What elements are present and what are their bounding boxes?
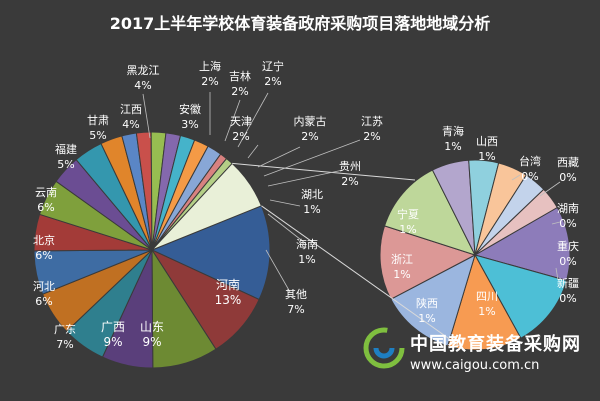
data-label-name-青海: 青海 xyxy=(442,124,464,138)
data-label-pct-辽宁: 2% xyxy=(264,75,281,88)
data-label-name-湖南: 湖南 xyxy=(557,202,579,215)
data-label-pct-陕西: 1% xyxy=(418,312,435,325)
secondary-leader-台湾 xyxy=(511,174,521,181)
data-label-name-广东: 广东 xyxy=(54,323,76,336)
data-label-pct-云南: 6% xyxy=(37,201,54,214)
data-label-pct-四川: 1% xyxy=(478,305,495,318)
data-label-pct-贵州: 2% xyxy=(341,175,358,188)
data-label-pct-湖北: 1% xyxy=(303,203,320,216)
leader-line-海南 xyxy=(267,213,306,244)
data-label-name-福建: 福建 xyxy=(55,142,77,156)
data-label-pct-天津: 2% xyxy=(232,130,249,143)
data-label-name-陕西: 陕西 xyxy=(416,296,438,310)
data-label-name-贵州: 贵州 xyxy=(339,160,361,173)
data-label-name-宁夏: 宁夏 xyxy=(397,207,419,221)
data-label-name-新疆: 新疆 xyxy=(557,276,579,290)
data-label-pct-河北: 6% xyxy=(35,295,52,308)
secondary-slice-浙江 xyxy=(447,253,522,351)
data-label-name-河北: 河北 xyxy=(33,280,55,293)
leader-line-贵州 xyxy=(267,169,344,187)
connector-line-bottom xyxy=(261,205,466,351)
data-label-name-安徽: 安徽 xyxy=(179,102,201,116)
data-label-name-江苏: 江苏 xyxy=(361,115,383,128)
data-label-name-河南: 河南 xyxy=(216,277,240,292)
watermark-name: 中国教育装备采购网 xyxy=(410,334,581,355)
data-label-pct-青海: 1% xyxy=(444,140,461,153)
leader-line-天津 xyxy=(247,144,259,159)
data-label-pct-浙江: 1% xyxy=(393,268,410,281)
data-label-pct-重庆: 0% xyxy=(559,255,576,268)
data-label-pct-安徽: 3% xyxy=(181,118,198,131)
data-label-name-浙江: 浙江 xyxy=(391,253,413,266)
data-label-pct-其他: 7% xyxy=(287,303,304,316)
watermark-url: www.caigou.com.cn xyxy=(410,358,540,373)
data-label-name-上海: 上海 xyxy=(199,59,221,73)
data-label-pct-台湾: 0% xyxy=(521,170,538,183)
data-label-name-四川: 四川 xyxy=(476,290,498,303)
data-label-name-云南: 云南 xyxy=(35,186,57,199)
data-label-pct-新疆: 0% xyxy=(559,292,576,305)
data-label-name-海南: 海南 xyxy=(296,237,318,251)
leader-line-黑龙江 xyxy=(142,93,151,139)
data-label-pct-黑龙江: 4% xyxy=(134,79,151,92)
data-label-name-内蒙古: 内蒙古 xyxy=(294,114,327,128)
data-label-pct-北京: 6% xyxy=(35,249,52,262)
data-label-pct-山东: 9% xyxy=(142,335,161,349)
data-label-name-江西: 江西 xyxy=(120,103,142,116)
connector-line-top xyxy=(232,162,416,181)
secondary-leader-新疆 xyxy=(555,267,559,281)
watermark: 中国教育装备采购网 www.caigou.com.cn xyxy=(362,322,594,392)
leader-line-其他 xyxy=(265,249,291,293)
data-label-pct-海南: 1% xyxy=(298,253,315,266)
chart-title: 2017上半年学校体育装备政府采购项目落地地域分析 xyxy=(109,14,491,33)
data-label-name-天津: 天津 xyxy=(230,115,252,128)
secondary-slice-四川 xyxy=(473,206,571,282)
data-label-pct-上海: 2% xyxy=(201,75,218,88)
data-label-name-山西: 山西 xyxy=(476,135,498,148)
leader-line-辽宁 xyxy=(237,92,269,148)
data-label-pct-广东: 7% xyxy=(56,338,73,351)
data-label-pct-福建: 5% xyxy=(57,158,74,171)
leader-line-内蒙古 xyxy=(257,146,301,168)
data-label-name-北京: 北京 xyxy=(33,233,55,247)
caigou-logo-icon xyxy=(363,327,405,369)
pie-slice-河南 xyxy=(150,205,271,301)
secondary-slice-山西 xyxy=(383,169,476,256)
data-label-pct-内蒙古: 2% xyxy=(301,130,318,143)
data-label-name-重庆: 重庆 xyxy=(557,239,579,253)
leader-line-江苏 xyxy=(263,139,361,177)
secondary-slice-新疆 xyxy=(474,188,558,256)
data-label-pct-广西: 9% xyxy=(103,335,122,349)
data-label-name-广西: 广西 xyxy=(101,320,125,334)
data-label-pct-河南: 13% xyxy=(215,293,242,307)
secondary-leader-湖南 xyxy=(551,221,561,225)
leader-line-吉林 xyxy=(224,99,241,142)
data-label-pct-山西: 1% xyxy=(478,150,495,163)
secondary-leader-西藏 xyxy=(539,181,561,197)
secondary-slice-宁夏 xyxy=(390,254,476,347)
leader-line-湖北 xyxy=(269,199,301,207)
data-label-name-山东: 山东 xyxy=(140,320,164,334)
data-label-pct-宁夏: 1% xyxy=(399,223,416,236)
data-label-name-湖北: 湖北 xyxy=(301,188,323,201)
data-label-pct-江苏: 2% xyxy=(363,130,380,143)
data-label-pct-甘肃: 5% xyxy=(89,129,106,142)
data-label-name-黑龙江: 黑龙江 xyxy=(127,64,160,77)
data-label-name-西藏: 西藏 xyxy=(557,156,579,169)
data-label-name-其他: 其他 xyxy=(285,288,307,301)
data-label-pct-西藏: 0% xyxy=(559,171,576,184)
data-label-name-甘肃: 甘肃 xyxy=(87,114,109,127)
data-label-name-台湾: 台湾 xyxy=(519,154,541,168)
data-label-pct-吉林: 2% xyxy=(231,85,248,98)
secondary-slice-陕西 xyxy=(473,254,568,339)
data-label-pct-湖南: 0% xyxy=(559,217,576,230)
data-label-name-吉林: 吉林 xyxy=(229,69,251,83)
data-label-name-辽宁: 辽宁 xyxy=(262,59,284,73)
data-label-pct-江西: 4% xyxy=(122,118,139,131)
